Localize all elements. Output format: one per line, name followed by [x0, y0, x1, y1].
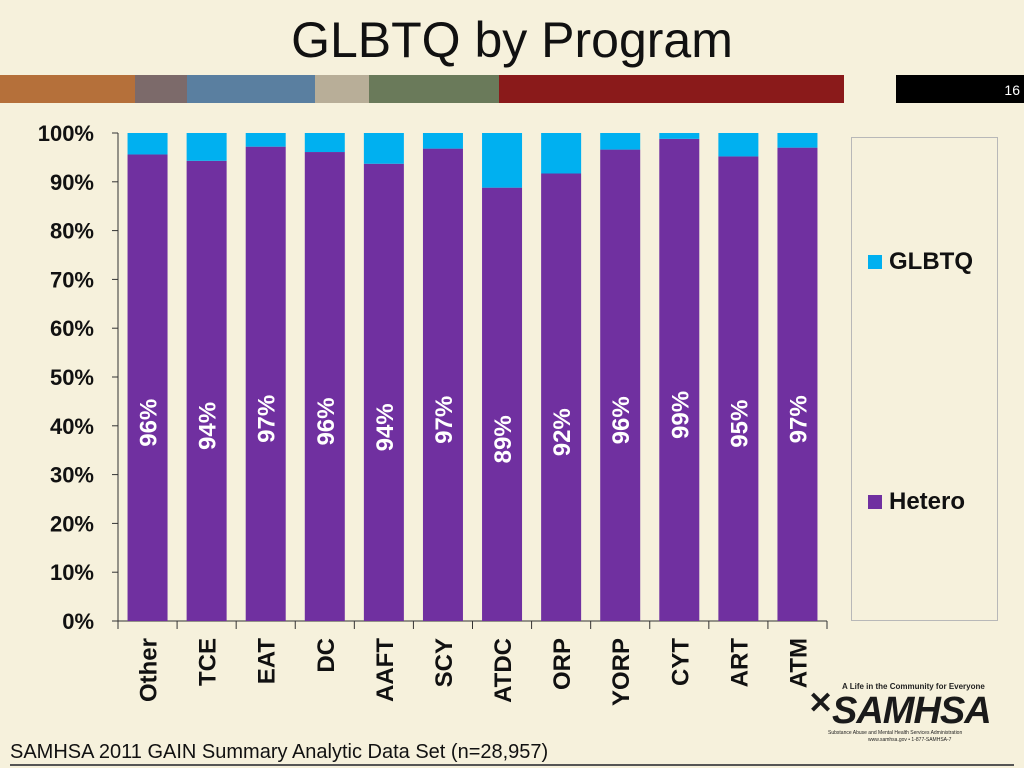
band-segment [187, 75, 315, 103]
x-tick-label: ATDC [490, 638, 517, 703]
y-tick-label: 40% [50, 414, 94, 439]
y-tick-label: 20% [50, 511, 94, 536]
band-segment [315, 75, 369, 103]
y-tick-label: 60% [50, 316, 94, 341]
y-tick-label: 100% [38, 121, 94, 146]
slide-title: GLBTQ by Program [291, 12, 733, 68]
bar-glbtq-yorp [600, 133, 641, 150]
bar-hetero-other [127, 154, 168, 622]
y-tick-label: 30% [50, 463, 94, 488]
bar-hetero-scy [422, 148, 463, 621]
band-segment [896, 75, 1024, 103]
data-label: 97% [431, 396, 458, 444]
y-tick-label: 50% [50, 365, 94, 390]
bar-hetero-orp [541, 173, 582, 621]
data-label: 94% [372, 403, 399, 451]
data-label: 97% [254, 395, 281, 443]
legend-swatch-hetero [868, 495, 882, 509]
y-tick-label: 90% [50, 170, 94, 195]
bar-hetero-art [718, 156, 759, 621]
person-figure-icon: ✕ [808, 687, 834, 720]
bar-glbtq-atm [777, 133, 818, 148]
data-label: 89% [490, 415, 517, 463]
color-band [0, 75, 1024, 103]
bar-hetero-aaft [363, 163, 404, 621]
bar-glbtq-art [718, 133, 759, 157]
logo-web: www.samhsa.gov • 1-877-SAMHSA-7 [868, 737, 952, 743]
logo-name: SAMHSA [832, 690, 992, 732]
bar-glbtq-other [127, 133, 168, 155]
bar-hetero-atdc [482, 187, 523, 621]
legend-label-hetero: Hetero [889, 488, 966, 515]
data-label: 94% [195, 402, 222, 450]
bar-glbtq-tce [186, 133, 227, 161]
x-tick-label: Other [136, 638, 163, 702]
y-tick-label: 80% [50, 219, 94, 244]
bar-hetero-dc [304, 152, 345, 622]
legend-swatch-glbtq [868, 255, 882, 269]
band-segment [0, 75, 135, 103]
bar-hetero-atm [777, 147, 818, 621]
bar-hetero-cyt [659, 138, 700, 621]
bar-hetero-tce [186, 160, 227, 622]
chart-legend: GLBTQ Hetero [851, 137, 998, 621]
bar-hetero-eat [245, 146, 286, 621]
x-tick-label: ATM [785, 638, 812, 688]
y-tick-label: 10% [50, 560, 94, 585]
logo-subtitle: Substance Abuse and Mental Health Servic… [828, 730, 963, 736]
data-label: 97% [785, 395, 812, 443]
x-tick-label: TCE [195, 638, 222, 686]
bar-glbtq-aaft [363, 133, 404, 164]
x-tick-label: CYT [667, 638, 694, 686]
data-label: 96% [313, 397, 340, 445]
source-divider [10, 764, 1014, 766]
y-tick-label: 70% [50, 267, 94, 292]
x-tick-label: DC [313, 638, 340, 673]
data-label: 92% [549, 408, 576, 456]
bar-glbtq-atdc [482, 133, 523, 188]
bar-glbtq-orp [541, 133, 582, 174]
data-label: 99% [667, 391, 694, 439]
band-segment [499, 75, 844, 103]
legend-item-glbtq: GLBTQ [868, 248, 973, 276]
legend-item-hetero: Hetero [868, 488, 965, 516]
data-label: 96% [608, 396, 635, 444]
y-tick-label: 0% [62, 609, 94, 634]
x-tick-label: EAT [254, 638, 281, 685]
samhsa-logo: ✕ A Life in the Community for Everyone S… [808, 682, 992, 744]
data-label: 95% [726, 400, 753, 448]
band-segment [844, 75, 896, 103]
logo-tagline: A Life in the Community for Everyone [842, 682, 985, 691]
bar-glbtq-scy [422, 133, 463, 149]
bar-glbtq-cyt [659, 133, 700, 139]
bar-glbtq-eat [245, 133, 286, 147]
slide-number: 16 [1004, 82, 1020, 98]
x-tick-label: ORP [549, 638, 576, 690]
band-segment [135, 75, 187, 103]
legend-label-glbtq: GLBTQ [889, 248, 973, 275]
x-tick-label: SCY [431, 638, 458, 687]
x-tick-label: ART [726, 638, 753, 688]
bar-hetero-yorp [600, 149, 641, 622]
data-label: 96% [136, 399, 163, 447]
source-note: SAMHSA 2011 GAIN Summary Analytic Data S… [10, 741, 549, 763]
x-tick-label: YORP [608, 638, 635, 706]
x-tick-label: AAFT [372, 638, 399, 702]
bar-glbtq-dc [304, 133, 345, 153]
band-segment [369, 75, 499, 103]
